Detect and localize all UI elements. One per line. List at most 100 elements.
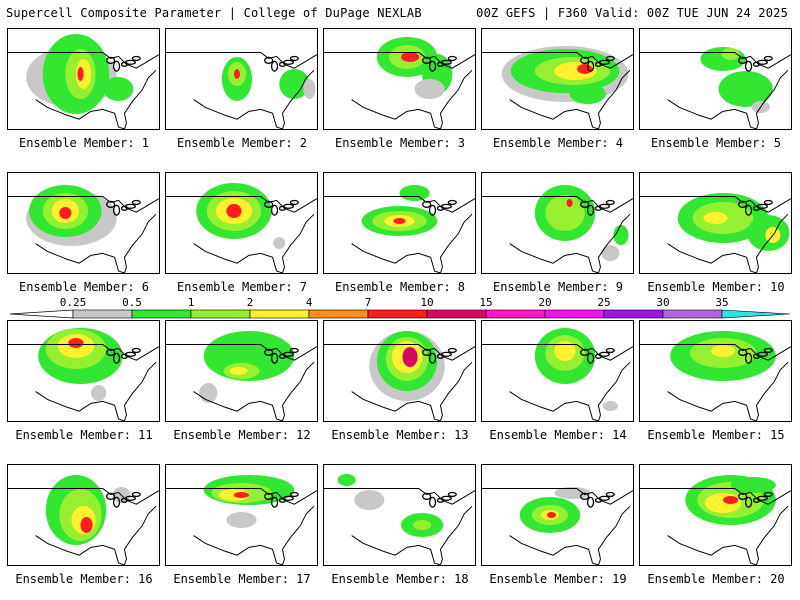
member-map-5 [639, 28, 792, 130]
great-lake [282, 59, 294, 65]
great-lake [605, 199, 615, 206]
great-lake [447, 199, 457, 206]
coastline [351, 213, 473, 273]
great-lake [744, 204, 753, 216]
great-lake [763, 199, 773, 206]
great-lake [586, 352, 595, 364]
member-map-2 [165, 28, 318, 130]
member-label-2: Ensemble Member: 2 [176, 136, 308, 150]
scale-bin [426, 309, 487, 319]
coastline [193, 505, 315, 565]
member-label-5: Ensemble Member: 5 [650, 136, 782, 150]
member-map-16 [7, 464, 160, 566]
scp-contour [577, 64, 593, 74]
great-lake [131, 199, 141, 206]
great-lake [106, 56, 116, 64]
scale-tick-label: 7 [365, 296, 372, 309]
great-lake [422, 56, 432, 64]
great-lake [756, 59, 768, 65]
coastline [351, 505, 473, 565]
scp-contour [279, 69, 310, 99]
great-lake [131, 55, 141, 62]
member-label-9: Ensemble Member: 9 [492, 280, 624, 294]
great-lake [440, 495, 452, 501]
scp-contour [569, 84, 606, 104]
scp-contour [199, 383, 218, 403]
great-lake [124, 351, 136, 357]
border-line [324, 488, 475, 505]
border-line [640, 344, 791, 361]
great-lake [586, 60, 595, 72]
scp-contour [226, 512, 257, 528]
member-label-7: Ensemble Member: 7 [176, 280, 308, 294]
great-lake [580, 200, 590, 208]
member-label-4: Ensemble Member: 4 [492, 136, 624, 150]
scale-bin [190, 309, 251, 319]
scp-contour [718, 71, 773, 107]
great-lake [738, 348, 748, 356]
border-line [482, 488, 633, 505]
great-lake [264, 492, 274, 500]
scp-contour [601, 245, 620, 261]
scale-tick-label: 15 [479, 296, 492, 309]
great-lake [289, 199, 299, 206]
scp-contour [554, 341, 576, 361]
scp-contour [723, 496, 739, 504]
scp-contour [413, 520, 432, 530]
great-lake [270, 496, 279, 508]
great-lake [422, 492, 432, 500]
great-lake [422, 200, 432, 208]
member-map-8 [323, 172, 476, 274]
scp-contour [710, 345, 736, 357]
great-lake [605, 55, 615, 62]
member-map-1 [7, 28, 160, 130]
border-line [324, 196, 475, 213]
scp-contour [273, 237, 286, 249]
great-lake [440, 351, 452, 357]
member-label-1: Ensemble Member: 1 [18, 136, 150, 150]
border-line [640, 196, 791, 213]
great-lake [289, 491, 299, 498]
coastline [193, 69, 315, 129]
scale-tick-label: 0.25 [60, 296, 87, 309]
border-line [8, 52, 159, 69]
great-lake [264, 200, 274, 208]
member-label-6: Ensemble Member: 6 [18, 280, 150, 294]
scale-upper-arrow [721, 309, 790, 319]
great-lake [428, 496, 437, 508]
coastline [35, 69, 157, 129]
great-lake [124, 203, 136, 209]
great-lake [131, 491, 141, 498]
scale-tick-label: 1 [188, 296, 195, 309]
member-map-4 [481, 28, 634, 130]
great-lake [124, 59, 136, 65]
scp-contour [354, 490, 385, 510]
border-line [482, 344, 633, 361]
great-lake [763, 347, 773, 354]
member-label-8: Ensemble Member: 8 [334, 280, 466, 294]
scp-contour [602, 401, 618, 411]
scp-contour [566, 199, 573, 207]
great-lake [124, 495, 136, 501]
member-map-9 [481, 172, 634, 274]
border-line [166, 344, 317, 361]
coastline [667, 69, 789, 129]
great-lake [422, 348, 432, 356]
scp-contour [59, 207, 72, 219]
map-title: Supercell Composite Parameter | College … [6, 6, 422, 20]
scp-contour [80, 517, 93, 533]
member-map-11 [7, 320, 160, 422]
great-lake [428, 352, 437, 364]
member-label-12: Ensemble Member: 12 [173, 428, 311, 442]
great-lake [598, 351, 610, 357]
member-label-18: Ensemble Member: 18 [331, 572, 469, 586]
coastline [509, 361, 631, 421]
scp-contour [401, 52, 420, 62]
great-lake [586, 204, 595, 216]
coastline [509, 69, 631, 129]
scp-contour [337, 474, 356, 486]
member-label-13: Ensemble Member: 13 [331, 428, 469, 442]
model-valid-time: 00Z GEFS | F360 Valid: 00Z TUE JUN 24 20… [476, 6, 788, 20]
scale-bin [603, 309, 664, 319]
great-lake [586, 496, 595, 508]
